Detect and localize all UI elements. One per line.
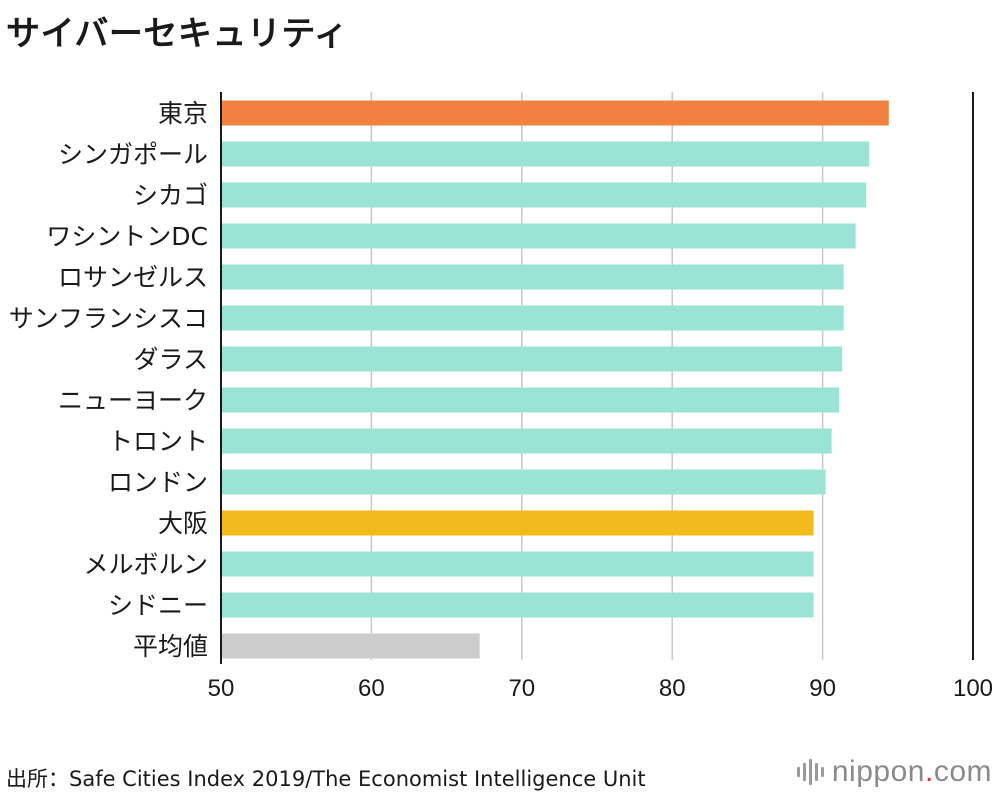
bar xyxy=(221,387,840,413)
bar xyxy=(221,469,826,495)
bar xyxy=(221,182,867,208)
chart-title: サイバーセキュリティ xyxy=(6,14,349,54)
x-tick-label: 50 xyxy=(208,675,235,702)
x-tick-label: 100 xyxy=(953,675,993,702)
category-label: メルボルン xyxy=(83,550,208,579)
bar xyxy=(221,346,843,372)
category-label: シドニー xyxy=(108,591,208,620)
category-label: ダラス xyxy=(133,345,208,374)
bar xyxy=(221,141,870,167)
bar xyxy=(221,223,856,249)
category-label: シンガポール xyxy=(58,140,208,169)
x-tick-label: 60 xyxy=(358,675,385,702)
category-label: トロント xyxy=(108,427,208,456)
category-label: ワシントンDC xyxy=(46,222,208,251)
bar xyxy=(221,264,844,290)
nippon-logo: nippon.com xyxy=(796,755,992,788)
x-tick-label: 70 xyxy=(508,675,535,702)
category-label: 平均値 xyxy=(133,632,208,661)
source-note: 出所：Safe Cities Index 2019/The Economist … xyxy=(6,767,646,791)
category-label: サンフランシスコ xyxy=(9,304,208,333)
bar xyxy=(221,428,832,454)
x-tick-label: 80 xyxy=(659,675,686,702)
bar xyxy=(221,305,844,331)
logo-mark-icon xyxy=(796,758,824,786)
bar xyxy=(221,633,480,659)
bar xyxy=(221,592,814,618)
logo-text: nippon.com xyxy=(831,755,992,788)
category-label: 東京 xyxy=(158,99,208,128)
category-label: ロサンゼルス xyxy=(58,263,208,292)
x-tick-label: 90 xyxy=(809,675,836,702)
bar xyxy=(221,100,889,126)
bar xyxy=(221,510,814,536)
category-label: シカゴ xyxy=(133,181,208,210)
bar xyxy=(221,551,814,577)
category-label: 大阪 xyxy=(158,509,208,538)
category-label: ロンドン xyxy=(108,468,208,497)
category-label: ニューヨーク xyxy=(58,386,208,415)
